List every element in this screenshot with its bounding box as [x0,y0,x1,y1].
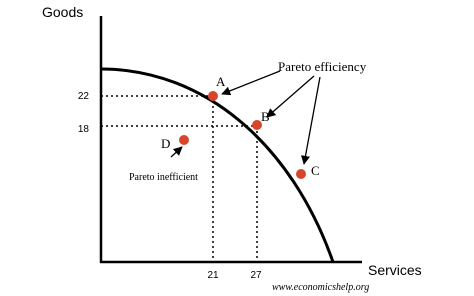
ppf-curve [100,67,335,263]
x-tick-label: 27 [250,270,262,281]
arrow [170,146,183,158]
arrow [221,70,281,96]
point-label: A [216,74,226,89]
footer: www.economicshelp.org [272,282,369,293]
x-tick-label: 21 [207,270,219,281]
point-label: B [261,109,270,124]
point [179,135,189,145]
y-axis-label: Goods [42,4,83,20]
y-tick-label: 18 [78,124,90,135]
annotation: Pareto efficiency [278,59,367,74]
point-label: C [311,163,320,178]
x-axis-label: Services [368,262,422,278]
point [208,91,218,101]
point [252,120,262,130]
arrow [266,75,315,118]
point-label: D [161,136,170,151]
arrow [301,76,321,165]
y-tick-label: 22 [78,91,90,102]
annotation: Pareto inefficient [129,172,198,183]
point [296,169,306,179]
